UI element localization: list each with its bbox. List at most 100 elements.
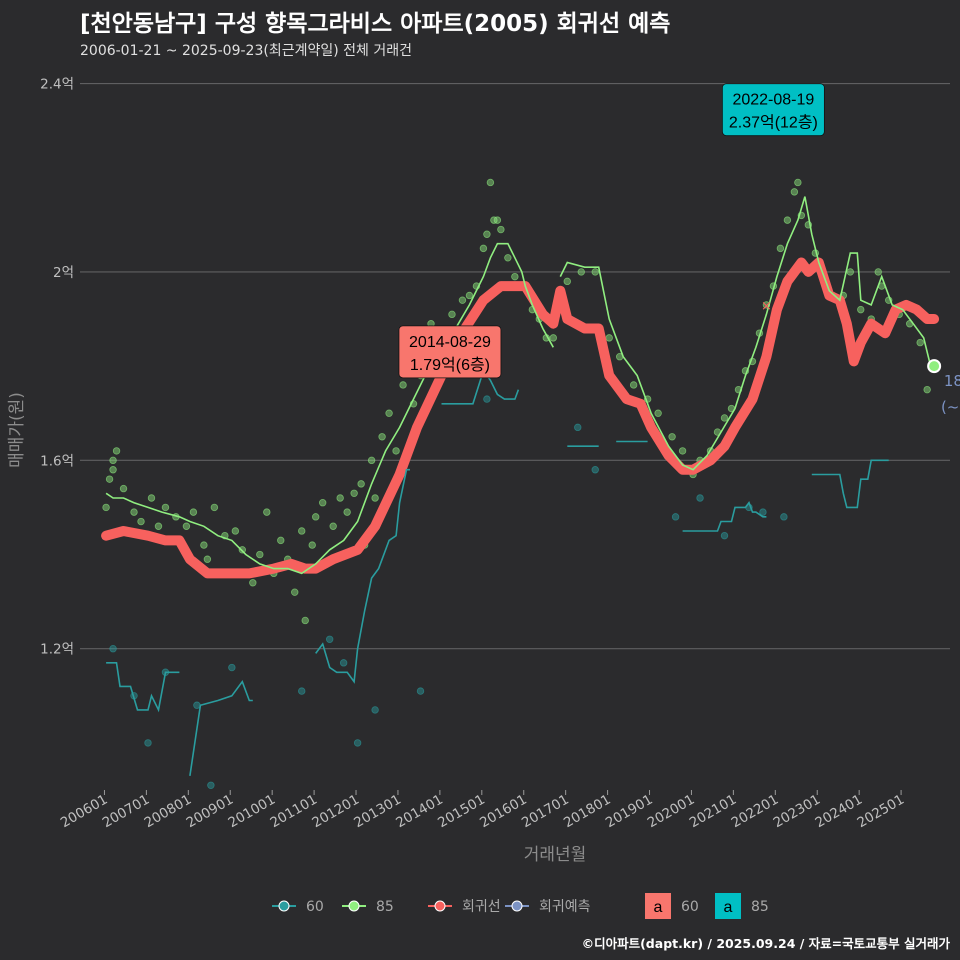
scatter-point [668,433,676,441]
forecast-area-label: (~85㎡) [941,398,960,416]
scatter-point [497,225,505,234]
scatter-point [277,536,285,545]
scatter-point [130,508,138,516]
scatter-point [228,663,236,672]
forecast-point [927,359,942,374]
scatter-point [591,466,599,474]
legend-label: 85 [751,899,769,915]
legend-label-box [645,893,671,919]
x-tick-label: 201001 [226,792,279,832]
scatter-point [367,456,376,465]
scatter-point [654,409,662,417]
scatter-point [483,230,491,238]
scatter-point [357,480,365,488]
scatter-point [378,433,386,441]
scatter-point [790,188,799,196]
scatter-point [318,499,327,507]
scatter-point [857,305,865,314]
legend-key-dot [511,900,523,912]
legend-key-dot [348,900,360,912]
legend-label: 85 [376,899,394,915]
scatter-point [200,541,208,549]
scatter-point [385,409,393,417]
scatter-point [493,216,502,224]
chart-title: [천안동남구] 구성 향목그라비스 아파트(2005) 회귀선 예측 [80,11,671,37]
scatter-point [783,216,792,224]
y-tick-label: 1.2억 [40,642,74,658]
scatter-point [291,588,299,596]
scatter-point [483,395,491,403]
grid [80,82,950,650]
scatter-point [238,546,247,554]
scatter-point [193,701,201,709]
scatter-point [371,494,379,502]
scatter-point [759,508,767,516]
scatter-point [189,508,198,516]
series-60-line [811,459,889,509]
scatter-point [329,522,337,530]
annotations: 18,000 (~85㎡) 2014-08-29 1.79억(6층) 2022-08-1… [398,83,960,416]
legend-label-box [715,893,741,919]
scatter-point [109,466,117,474]
scatter-point [780,513,788,521]
legend: 60 85 회귀선 회귀예측 a 60 a 85 [272,893,769,919]
callout-box [721,83,825,137]
scatter-point [605,334,613,342]
scatter-point [465,291,474,300]
forecast-value-label: 18,000 [944,372,960,390]
scatter-point [448,310,456,319]
scatter-point [210,503,219,512]
scatter-point [479,244,488,253]
legend-label: 60 [306,899,324,915]
scatter-point [720,414,729,422]
scatter-point [678,447,687,455]
scatter-point [339,659,348,667]
scatter-point [207,781,215,789]
scatter-point [256,550,264,559]
scatter-point [298,687,306,695]
y-tick-label: 2억 [53,265,74,281]
x-tick-label: 200801 [142,792,195,832]
legend-label-glyph: a [724,899,733,916]
chart-subtitle: 2006-01-21 ~ 2025-09-23(최근계약일) 전체 거래건 [80,43,412,59]
scatter-point [353,739,362,747]
legend-label: 60 [681,899,699,915]
scatter-point [182,522,191,530]
x-tick-label: 202401 [813,792,866,832]
scatter-point [102,503,110,512]
x-tick-label: 202301 [771,792,824,832]
x-tick-label: 200901 [184,792,237,832]
x-tick-label: 201401 [393,792,446,832]
scatter-point [154,522,163,530]
scatter-point [263,508,271,516]
scatter-point [301,616,309,625]
scatter-point [486,178,495,187]
x-tick-label: 201801 [561,792,614,832]
scatter-point [371,706,379,714]
scatter-point [112,447,121,455]
x-tick-label: 202501 [854,792,907,832]
scatter-point [916,338,924,347]
scatter-point [696,494,704,502]
regression-line [101,257,940,579]
y-tick-label: 1.6억 [40,453,74,469]
scatter-point [109,456,117,465]
source-credit: ©디아파트(dapt.kr) / 2025.09.24 / 자료=국토교통부 실… [581,936,950,951]
legend-label-glyph: a [654,899,663,916]
scatter-point [416,687,425,695]
scatter-point [298,527,306,535]
x-tick-label: 202001 [645,792,698,832]
series-60-line [682,501,767,532]
plot-area: × [101,178,940,789]
callout-date: 2014-08-29 [409,334,491,351]
x-tick-label: 200601 [58,792,111,832]
scatter-point [511,272,519,281]
x-tick-label: 201601 [477,792,530,832]
y-tick-label: 2.4억 [40,77,74,93]
series-85-line [105,242,554,575]
scatter-point [563,277,571,286]
scatter-point [119,484,128,493]
scatter-point [312,513,320,521]
x-axis-label: 거래년월 [524,845,587,865]
